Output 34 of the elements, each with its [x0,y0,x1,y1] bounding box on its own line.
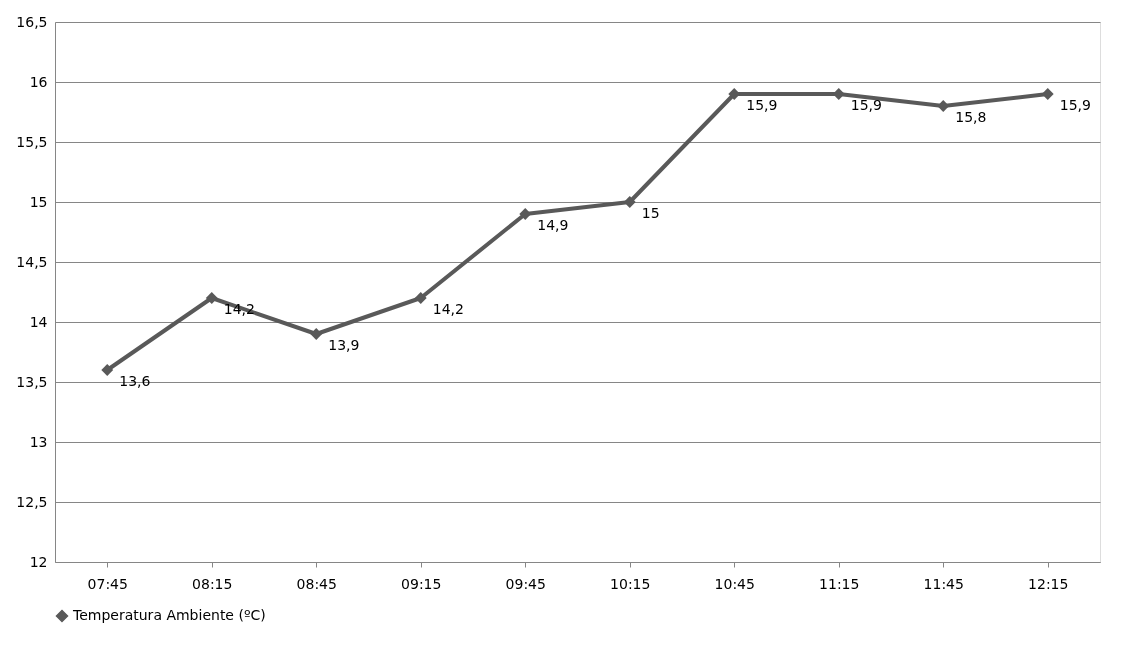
data-label: 15,9 [850,97,882,113]
y-tick-label: 12 [29,553,48,570]
data-label: 15,9 [1059,97,1091,113]
point [414,292,427,304]
y-tick-label: 13 [29,433,48,450]
x-tick-label: 07:45 [87,575,128,592]
data-label: 13,9 [328,337,360,353]
x-tick-label: 11:45 [923,575,964,592]
point [310,328,323,340]
y-tick-label: 12,5 [16,493,48,510]
x-tick-label: 08:45 [296,575,337,592]
data-label: 14,2 [432,301,464,317]
x-tick-label: 12:15 [1028,575,1069,592]
x-tick-label: 10:45 [714,575,755,592]
x-tick-label: 08:15 [192,575,233,592]
data-label: 15 [641,205,660,221]
x-tick-label: 11:15 [819,575,860,592]
point [205,292,218,304]
data-label: 15,8 [955,109,987,125]
x-tick-label: 09:15 [401,575,442,592]
data-label: 13,6 [119,373,151,389]
y-tick-label: 15 [29,193,48,210]
y-tick-label: 14 [29,313,48,330]
x-tick-label: 10:15 [610,575,651,592]
data-label: 15,9 [746,97,778,113]
data-label: 14,9 [537,217,569,233]
legend-label: Temperatura Ambiente (ºC) [72,607,266,623]
point [101,364,114,376]
y-tick-label: 14,5 [16,253,48,270]
x-tick-label: 09:45 [505,575,546,592]
y-tick-label: 16 [29,73,48,90]
y-tick-label: 16,5 [16,13,48,30]
y-tick-label: 15,5 [16,133,48,150]
y-tick-label: 13,5 [16,373,48,390]
